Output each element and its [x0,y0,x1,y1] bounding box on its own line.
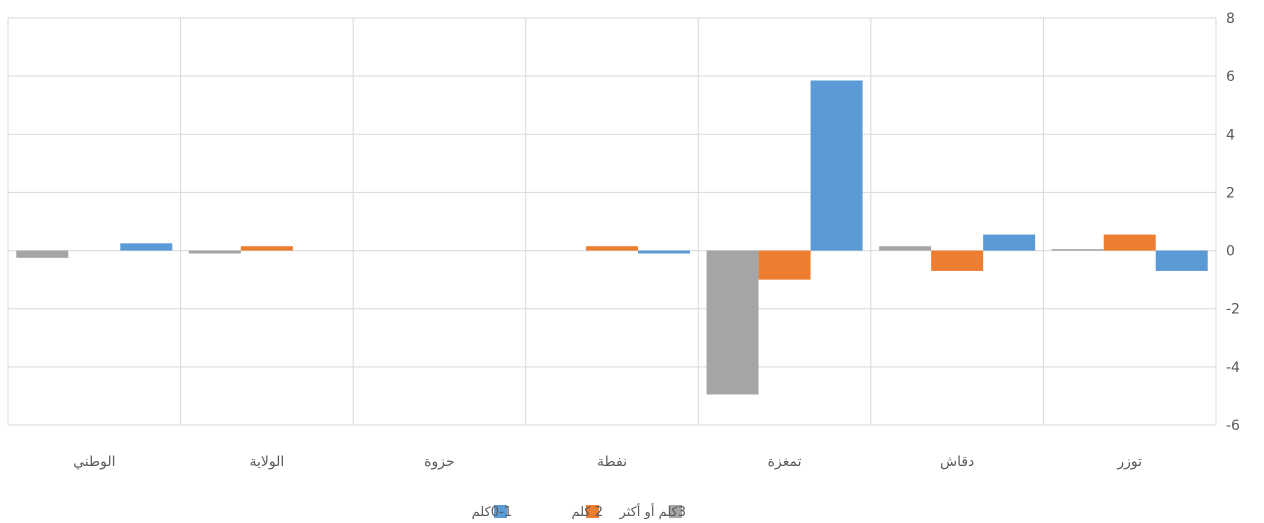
y-axis-ticks: 8 6 4 2 0 -2 -4 -6 [1226,11,1240,434]
bar [1103,234,1156,251]
chart-grid [7,17,1217,426]
bar [1155,250,1208,271]
x-category-label: دقاش [940,454,974,470]
bar [638,250,690,254]
y-tick-label: 0 [1226,244,1235,260]
y-tick-label: -6 [1226,418,1240,434]
y-tick-label: 6 [1226,69,1235,85]
y-tick-label: 2 [1226,185,1235,201]
x-axis-categories: توزر دقاش تمغزة نفطة حزوة الولاية الوطني [73,454,1142,470]
x-category-label: الوطني [73,454,115,470]
bar [758,250,811,280]
y-tick-label: 8 [1226,11,1235,27]
bar [120,243,173,251]
bar [188,250,241,254]
y-tick-label: -4 [1226,360,1240,376]
y-tick-label: -2 [1226,302,1240,318]
x-category-label: الولاية [249,454,284,470]
legend-swatch [669,505,682,518]
x-category-label: توزر [1116,454,1142,470]
bar [810,80,863,251]
bar [706,250,759,395]
bar [16,250,69,258]
chart-legend: 0-1كلم 2 كلم 3كلم أو أكثر [472,503,686,520]
bar [983,234,1036,251]
bar [586,246,638,251]
bar [879,246,932,251]
legend-swatch [494,505,507,518]
legend-label: 0-1كلم [472,505,512,520]
bar [931,250,984,271]
y-tick-label: 4 [1226,127,1235,143]
legend-swatch [586,505,599,518]
x-category-label: حزوة [424,454,454,470]
chart-bars [16,80,1208,395]
legend-label: 2 كلم [571,505,603,520]
x-category-label: تمغزة [768,454,802,470]
legend-label: 3كلم أو أكثر [619,503,686,520]
bar [1051,249,1104,251]
bar [240,246,293,251]
x-category-label: نفطة [597,454,627,470]
